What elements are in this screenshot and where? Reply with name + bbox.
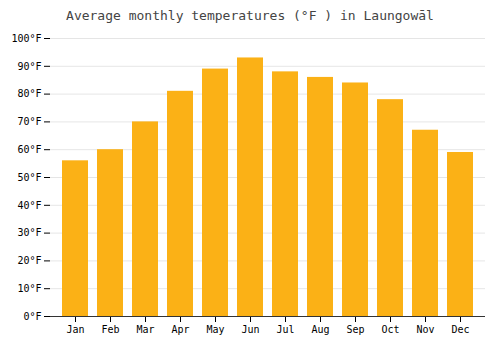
svg-text:Mar: Mar — [136, 324, 154, 335]
svg-text:50°F: 50°F — [17, 172, 41, 183]
svg-text:60°F: 60°F — [17, 144, 41, 155]
svg-text:Aug: Aug — [311, 324, 329, 335]
svg-text:Oct: Oct — [381, 324, 399, 335]
svg-text:100°F: 100°F — [11, 33, 41, 44]
svg-text:20°F: 20°F — [17, 255, 41, 266]
svg-text:Feb: Feb — [101, 324, 119, 335]
svg-text:Dec: Dec — [451, 324, 469, 335]
svg-text:70°F: 70°F — [17, 116, 41, 127]
svg-text:10°F: 10°F — [17, 283, 41, 294]
svg-text:Apr: Apr — [171, 324, 189, 335]
svg-text:Sep: Sep — [346, 324, 364, 335]
html-text:Average monthly temperatures (: Average monthly temperatures (°F ) in La… — [66, 8, 434, 23]
svg-text:90°F: 90°F — [17, 61, 41, 72]
svg-text:May: May — [206, 324, 224, 335]
svg-text:Nov: Nov — [416, 324, 434, 335]
svg-text:80°F: 80°F — [17, 88, 41, 99]
svg-text:0°F: 0°F — [23, 311, 41, 322]
svg-text:Jul: Jul — [276, 324, 294, 335]
svg-text:40°F: 40°F — [17, 200, 41, 211]
svg-text:Jan: Jan — [66, 324, 84, 335]
svg-text:30°F: 30°F — [17, 227, 41, 238]
svg-text:Jun: Jun — [241, 324, 259, 335]
